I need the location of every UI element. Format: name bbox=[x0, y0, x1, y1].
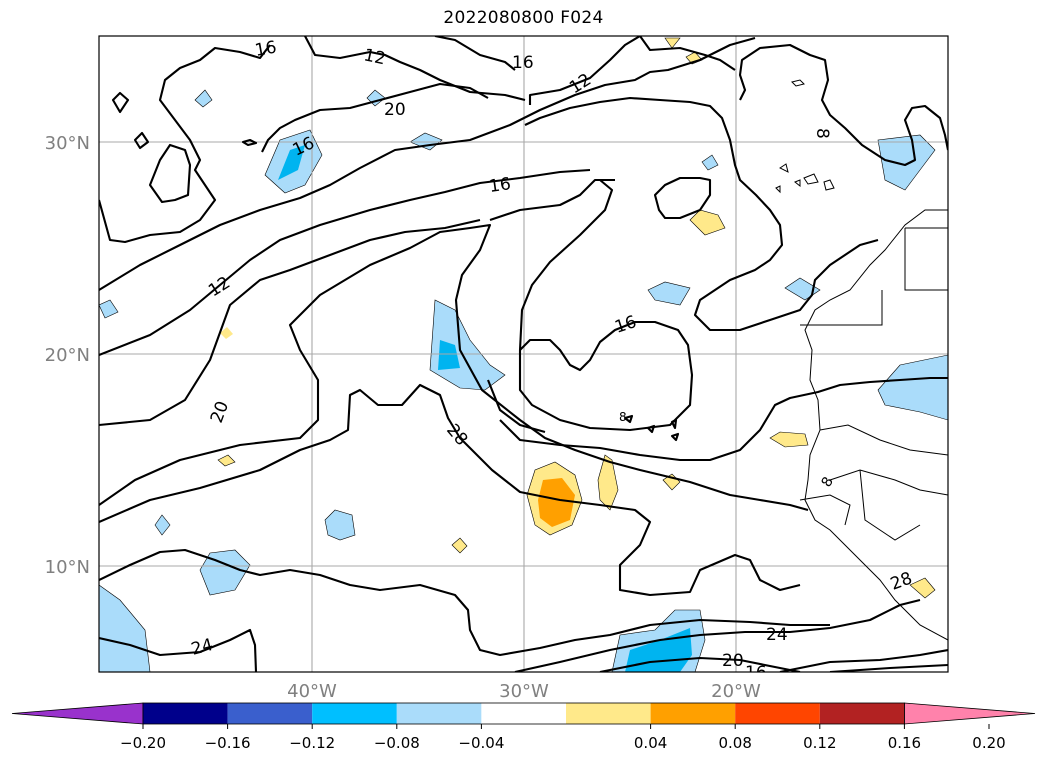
lat-label-30n: 30°N bbox=[45, 133, 90, 154]
contour-label: 24 bbox=[766, 625, 788, 645]
lon-label-20w: 20°W bbox=[711, 681, 761, 702]
colorbar-box bbox=[566, 703, 651, 724]
colorbar-tick-label: −0.20 bbox=[120, 734, 166, 752]
colorbar-tick-label: 0.08 bbox=[718, 734, 751, 752]
colorbar-box bbox=[819, 703, 905, 724]
contour-label: 16 bbox=[512, 53, 534, 73]
contour-label: 20 bbox=[722, 651, 744, 671]
gridlines bbox=[99, 36, 948, 672]
colorbar-tick-label: −0.08 bbox=[374, 734, 420, 752]
contour-label: 28 bbox=[888, 569, 915, 595]
shading-layer bbox=[99, 37, 948, 672]
colorbar-outline bbox=[142, 702, 905, 725]
colorbar-boxes bbox=[11, 702, 1036, 725]
contours bbox=[99, 36, 948, 672]
map-frame bbox=[98, 35, 949, 673]
lat-label-20n: 20°N bbox=[45, 345, 90, 366]
contour-label: 12 bbox=[566, 70, 595, 98]
colorbar-extend-high bbox=[904, 702, 1036, 725]
colorbar-box bbox=[650, 703, 736, 724]
contour-label: 16 bbox=[612, 312, 639, 338]
colorbar: −0.20 −0.16 −0.12 −0.08 −0.04 0.04 0.08 0.12 0.1… bbox=[11, 702, 1036, 752]
contour-label: 8 bbox=[819, 474, 837, 490]
colorbar-box bbox=[481, 703, 566, 724]
map-title: 2022080800 F024 bbox=[443, 8, 604, 28]
contour-label: 16 bbox=[488, 174, 512, 197]
coastlines bbox=[775, 79, 948, 641]
colorbar-tick-label: 0.12 bbox=[803, 734, 836, 752]
colorbar-ticks: −0.20 −0.16 −0.12 −0.08 −0.04 0.04 0.08 0.12 0.1… bbox=[120, 724, 1006, 752]
contour-label: 20 bbox=[384, 100, 406, 120]
contour-label: 24 bbox=[189, 635, 215, 660]
colorbar-box bbox=[735, 703, 820, 724]
colorbar-box bbox=[396, 703, 482, 724]
colorbar-box bbox=[143, 703, 228, 724]
colorbar-box bbox=[227, 703, 313, 724]
colorbar-tick-label: 0.20 bbox=[972, 734, 1005, 752]
lat-label-10n: 10°N bbox=[45, 557, 90, 578]
map-panel: 16 12 16 12 20 16 16 12 16 20 28 8 8 24 … bbox=[99, 36, 948, 683]
contour-label: 16 bbox=[745, 663, 767, 683]
colorbar-box bbox=[312, 703, 397, 724]
contour-label: 16 bbox=[253, 37, 278, 60]
contour-label: 20 bbox=[207, 399, 233, 426]
lon-label-30w: 30°W bbox=[499, 681, 549, 702]
axis-labels: 30°N 20°N 10°N 40°W 30°W 20°W bbox=[45, 133, 761, 702]
colorbar-tick-label: −0.04 bbox=[458, 734, 504, 752]
colorbar-extend-low bbox=[11, 702, 144, 725]
colorbar-tick-label: −0.12 bbox=[289, 734, 335, 752]
colorbar-tick-label: 0.16 bbox=[888, 734, 921, 752]
lon-label-40w: 40°W bbox=[287, 681, 337, 702]
contour-label: 8 bbox=[619, 410, 627, 424]
colorbar-tick-label: −0.16 bbox=[205, 734, 251, 752]
contour-label: 8 bbox=[812, 128, 832, 139]
contour-label: 12 bbox=[362, 45, 387, 69]
colorbar-tick-label: 0.04 bbox=[634, 734, 667, 752]
